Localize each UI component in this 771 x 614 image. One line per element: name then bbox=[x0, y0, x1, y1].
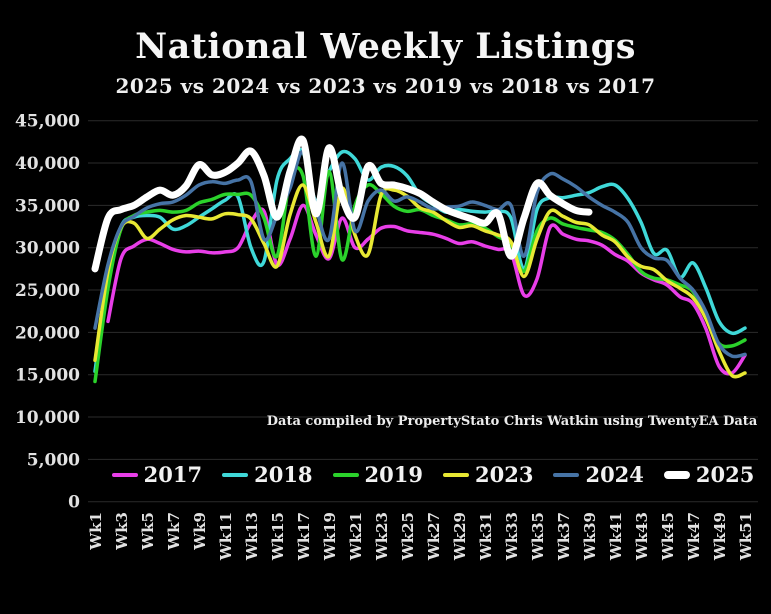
x-axis-tick-label: Wk23 bbox=[373, 512, 391, 561]
x-axis-tick-label: Wk39 bbox=[581, 512, 599, 561]
x-axis-tick-label: Wk13 bbox=[243, 512, 261, 561]
legend-label-2023: 2023 bbox=[475, 462, 534, 487]
chart-subtitle: 2025 vs 2024 vs 2023 vs 2019 vs 2018 vs … bbox=[115, 74, 656, 98]
x-axis-tick-label: Wk45 bbox=[659, 512, 677, 561]
x-axis-tick-label: Wk1 bbox=[87, 512, 105, 551]
legend-item-2024: 2024 bbox=[553, 462, 644, 487]
y-axis-tick-label: 20,000 bbox=[15, 323, 80, 343]
legend-item-2017: 2017 bbox=[111, 462, 203, 487]
x-axis-tick-label: Wk35 bbox=[529, 512, 547, 561]
x-axis-tick-label: Wk11 bbox=[217, 512, 235, 561]
y-axis-tick-label: 30,000 bbox=[15, 239, 80, 259]
legend-label-2018: 2018 bbox=[254, 462, 313, 487]
legend-swatch-2024 bbox=[553, 472, 580, 477]
y-axis-tick-label: 25,000 bbox=[15, 281, 80, 301]
legend-swatch-2017 bbox=[111, 472, 138, 477]
series-line-2024 bbox=[93, 150, 747, 359]
x-axis-tick-label: Wk51 bbox=[737, 512, 755, 561]
x-axis-tick-label: Wk33 bbox=[503, 512, 521, 561]
data-credit: Data compiled by PropertyStato Chris Wat… bbox=[266, 414, 758, 429]
x-axis-tick-label: Wk25 bbox=[399, 512, 417, 561]
legend-swatch-2018 bbox=[222, 472, 249, 477]
legend-item-2025: 2025 bbox=[663, 462, 755, 487]
series-line-2025 bbox=[91, 135, 593, 273]
x-axis-tick-label: Wk31 bbox=[477, 512, 495, 561]
x-axis-tick-label: Wk21 bbox=[347, 512, 365, 561]
x-axis-tick-label: Wk7 bbox=[165, 512, 183, 551]
legend-label-2017: 2017 bbox=[143, 462, 203, 487]
legend-label-2025: 2025 bbox=[695, 462, 755, 487]
y-axis-tick-label: 40,000 bbox=[15, 154, 80, 174]
series-line-2023 bbox=[93, 183, 747, 379]
x-axis-tick-label: Wk15 bbox=[269, 512, 287, 561]
series-line-2018 bbox=[93, 147, 747, 374]
legend-item-2018: 2018 bbox=[222, 462, 313, 487]
legend-swatch-2019 bbox=[332, 472, 359, 477]
x-axis-tick-label: Wk29 bbox=[451, 512, 469, 561]
chart-legend: 2017 2018 2019 2023 2024 2025 bbox=[95, 462, 771, 487]
x-axis-tick-label: Wk19 bbox=[321, 512, 339, 561]
x-axis-tick-label: Wk37 bbox=[555, 512, 573, 561]
y-axis-tick-label: 45,000 bbox=[15, 112, 80, 132]
x-axis-tick-label: Wk5 bbox=[139, 512, 157, 551]
x-axis-tick-label: Wk3 bbox=[113, 512, 131, 551]
x-axis-tick-label: Wk49 bbox=[711, 512, 729, 561]
x-axis-tick-label: Wk9 bbox=[191, 512, 209, 551]
x-axis-tick-label: Wk17 bbox=[295, 512, 313, 561]
chart-title: National Weekly Listings bbox=[135, 26, 636, 67]
y-axis-tick-label: 5,000 bbox=[27, 450, 80, 470]
legend-swatch-2025 bbox=[663, 470, 690, 479]
y-axis-tick-label: 35,000 bbox=[15, 196, 80, 216]
x-axis-tick-label: Wk27 bbox=[425, 512, 443, 561]
legend-label-2019: 2019 bbox=[364, 462, 423, 487]
y-axis-tick-label: 10,000 bbox=[15, 408, 80, 428]
x-axis-tick-label: Wk43 bbox=[633, 512, 651, 561]
y-axis-tick-label: 0 bbox=[68, 493, 80, 513]
series-line-2019 bbox=[93, 166, 747, 384]
legend-label-2024: 2024 bbox=[585, 462, 644, 487]
x-axis-tick-label: Wk41 bbox=[607, 512, 625, 561]
x-axis-tick-label: Wk47 bbox=[685, 512, 703, 561]
y-axis-tick-label: 15,000 bbox=[15, 366, 80, 386]
legend-item-2023: 2023 bbox=[443, 462, 533, 487]
legend-item-2019: 2019 bbox=[332, 462, 423, 487]
legend-swatch-2023 bbox=[443, 472, 469, 477]
